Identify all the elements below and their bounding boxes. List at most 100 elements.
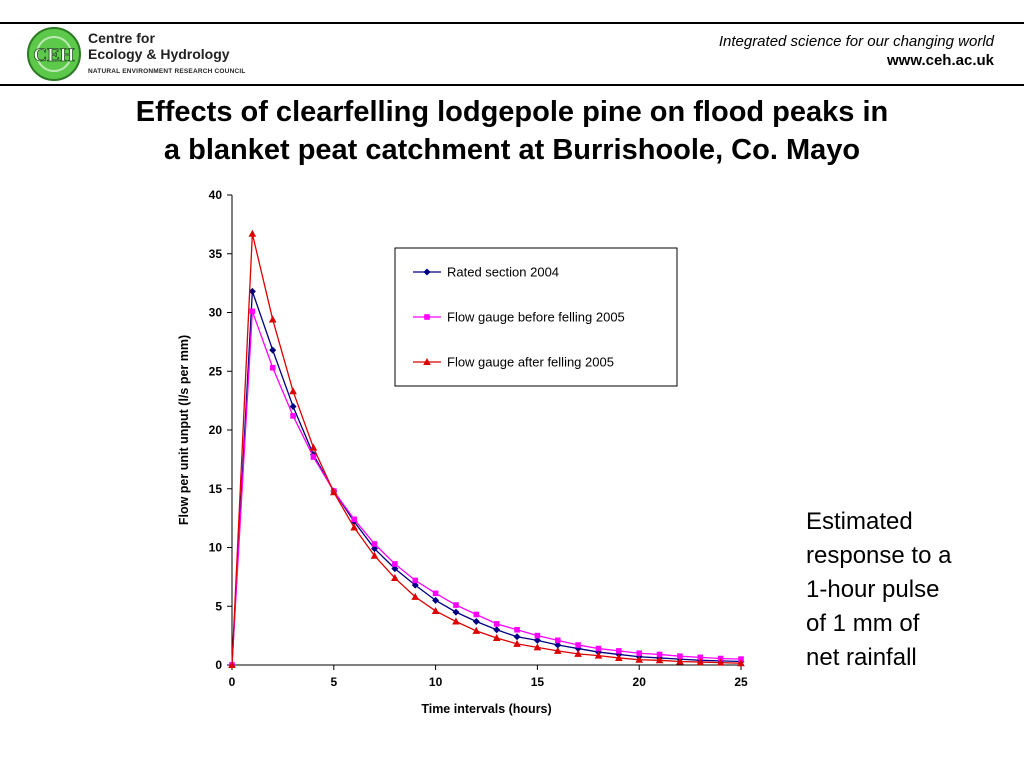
data-point (738, 656, 744, 662)
legend-swatch-marker (424, 314, 430, 320)
data-point (676, 657, 684, 665)
y-tick-label: 15 (209, 482, 223, 496)
series-2 (229, 308, 744, 668)
y-tick-label: 40 (209, 188, 223, 202)
data-point (472, 618, 480, 626)
data-point (370, 551, 379, 559)
data-point (514, 626, 520, 633)
series-3 (228, 229, 745, 668)
data-point (391, 574, 399, 582)
chart-series (228, 229, 745, 669)
data-point (636, 650, 642, 657)
data-point (594, 651, 603, 659)
logo-badge-text: CEH (33, 45, 74, 66)
data-point (534, 632, 541, 639)
data-point (737, 659, 745, 667)
chart-axes: 0 5 10 15 20 25 30 35 40 0 5 10 15 20 25 Time intervals… (177, 188, 748, 716)
header-top-rule (0, 22, 1024, 24)
ceh-logo-badge-icon: CEH (27, 27, 81, 81)
ceh-logo: CEH Centre for Ecology & Hydrology NATUR… (24, 26, 274, 82)
series-line (231, 291, 742, 666)
data-point (513, 639, 521, 647)
data-point (575, 642, 581, 648)
data-point (513, 633, 521, 641)
data-point (696, 658, 705, 666)
legend-swatch-marker (423, 358, 431, 365)
y-axis-label: Flow per unit unput (l/s per mm) (177, 335, 191, 525)
y-tick-label: 0 (215, 658, 222, 672)
y-tick-label: 25 (209, 364, 223, 378)
data-point (473, 611, 480, 618)
data-point (574, 649, 582, 657)
data-point (635, 655, 643, 663)
legend-swatch-marker (423, 268, 431, 276)
data-point (493, 621, 500, 627)
data-point (431, 606, 440, 614)
data-point (268, 315, 277, 323)
tagline: Integrated science for our changing worl… (718, 33, 994, 50)
data-point (595, 645, 602, 652)
data-point (228, 661, 236, 668)
data-point (411, 592, 420, 600)
data-point (554, 637, 561, 644)
slide-title-line-2: a blanket peat catchment at Burrishoole,… (163, 134, 861, 166)
data-point (492, 633, 501, 641)
chart-legend: Rated section 2004 Flow gauge before fell… (394, 247, 678, 387)
logo-line-1: Centre for (88, 30, 155, 46)
legend-entry: Flow gauge after felling 2005 (447, 355, 614, 370)
data-point (697, 654, 704, 661)
side-note-line-3: 1-hour pulse (806, 576, 940, 603)
y-tick-label: 30 (209, 306, 223, 320)
data-point (472, 626, 481, 634)
data-point (616, 648, 622, 654)
logo-line-2: Ecology & Hydrology (88, 46, 230, 62)
data-point (554, 641, 562, 649)
data-point (391, 565, 399, 573)
logo-line-3: NATURAL ENVIRONMENT RESEARCH COUNCIL (88, 68, 246, 75)
y-tick-label: 5 (215, 599, 222, 613)
data-point (615, 653, 623, 661)
legend-entry: Flow gauge before felling 2005 (447, 310, 625, 325)
data-point (248, 287, 256, 295)
data-point (310, 454, 317, 460)
data-point (371, 545, 379, 553)
data-point (411, 581, 419, 589)
x-tick-label: 25 (734, 675, 748, 689)
slide-title: Effects of clearfelling lodgepole pine o… (20, 93, 1004, 169)
data-point (392, 561, 398, 567)
data-point (533, 643, 542, 651)
data-point (330, 488, 338, 496)
data-point (677, 653, 683, 659)
data-point (350, 523, 358, 531)
data-point (309, 443, 318, 451)
data-point (452, 617, 460, 625)
series-line (231, 311, 742, 666)
data-point (290, 413, 296, 419)
data-point (717, 655, 724, 662)
y-tick-label: 20 (209, 423, 223, 437)
data-point (289, 403, 297, 410)
header-bottom-rule (0, 84, 1024, 86)
x-tick-label: 10 (429, 675, 443, 689)
side-note-line-1: Estimated (806, 508, 913, 535)
data-point (493, 626, 501, 634)
data-point (351, 516, 357, 523)
x-tick-label: 0 (229, 675, 236, 689)
side-note-line-5: net rainfall (806, 644, 917, 671)
data-point (553, 646, 562, 654)
y-tick-label: 10 (209, 541, 223, 555)
data-point (248, 229, 257, 237)
website-link[interactable]: www.ceh.ac.uk (887, 52, 994, 69)
data-point (412, 577, 419, 584)
data-point (432, 596, 440, 604)
data-point (269, 346, 277, 354)
data-point (655, 656, 664, 664)
data-point (269, 364, 276, 371)
side-note-line-2: response to a (806, 542, 952, 569)
data-point (432, 590, 439, 597)
legend-entry: Rated section 2004 (447, 265, 559, 280)
data-point (249, 308, 256, 315)
data-point (656, 651, 663, 658)
x-tick-label: 20 (633, 675, 647, 689)
data-point (453, 602, 459, 608)
